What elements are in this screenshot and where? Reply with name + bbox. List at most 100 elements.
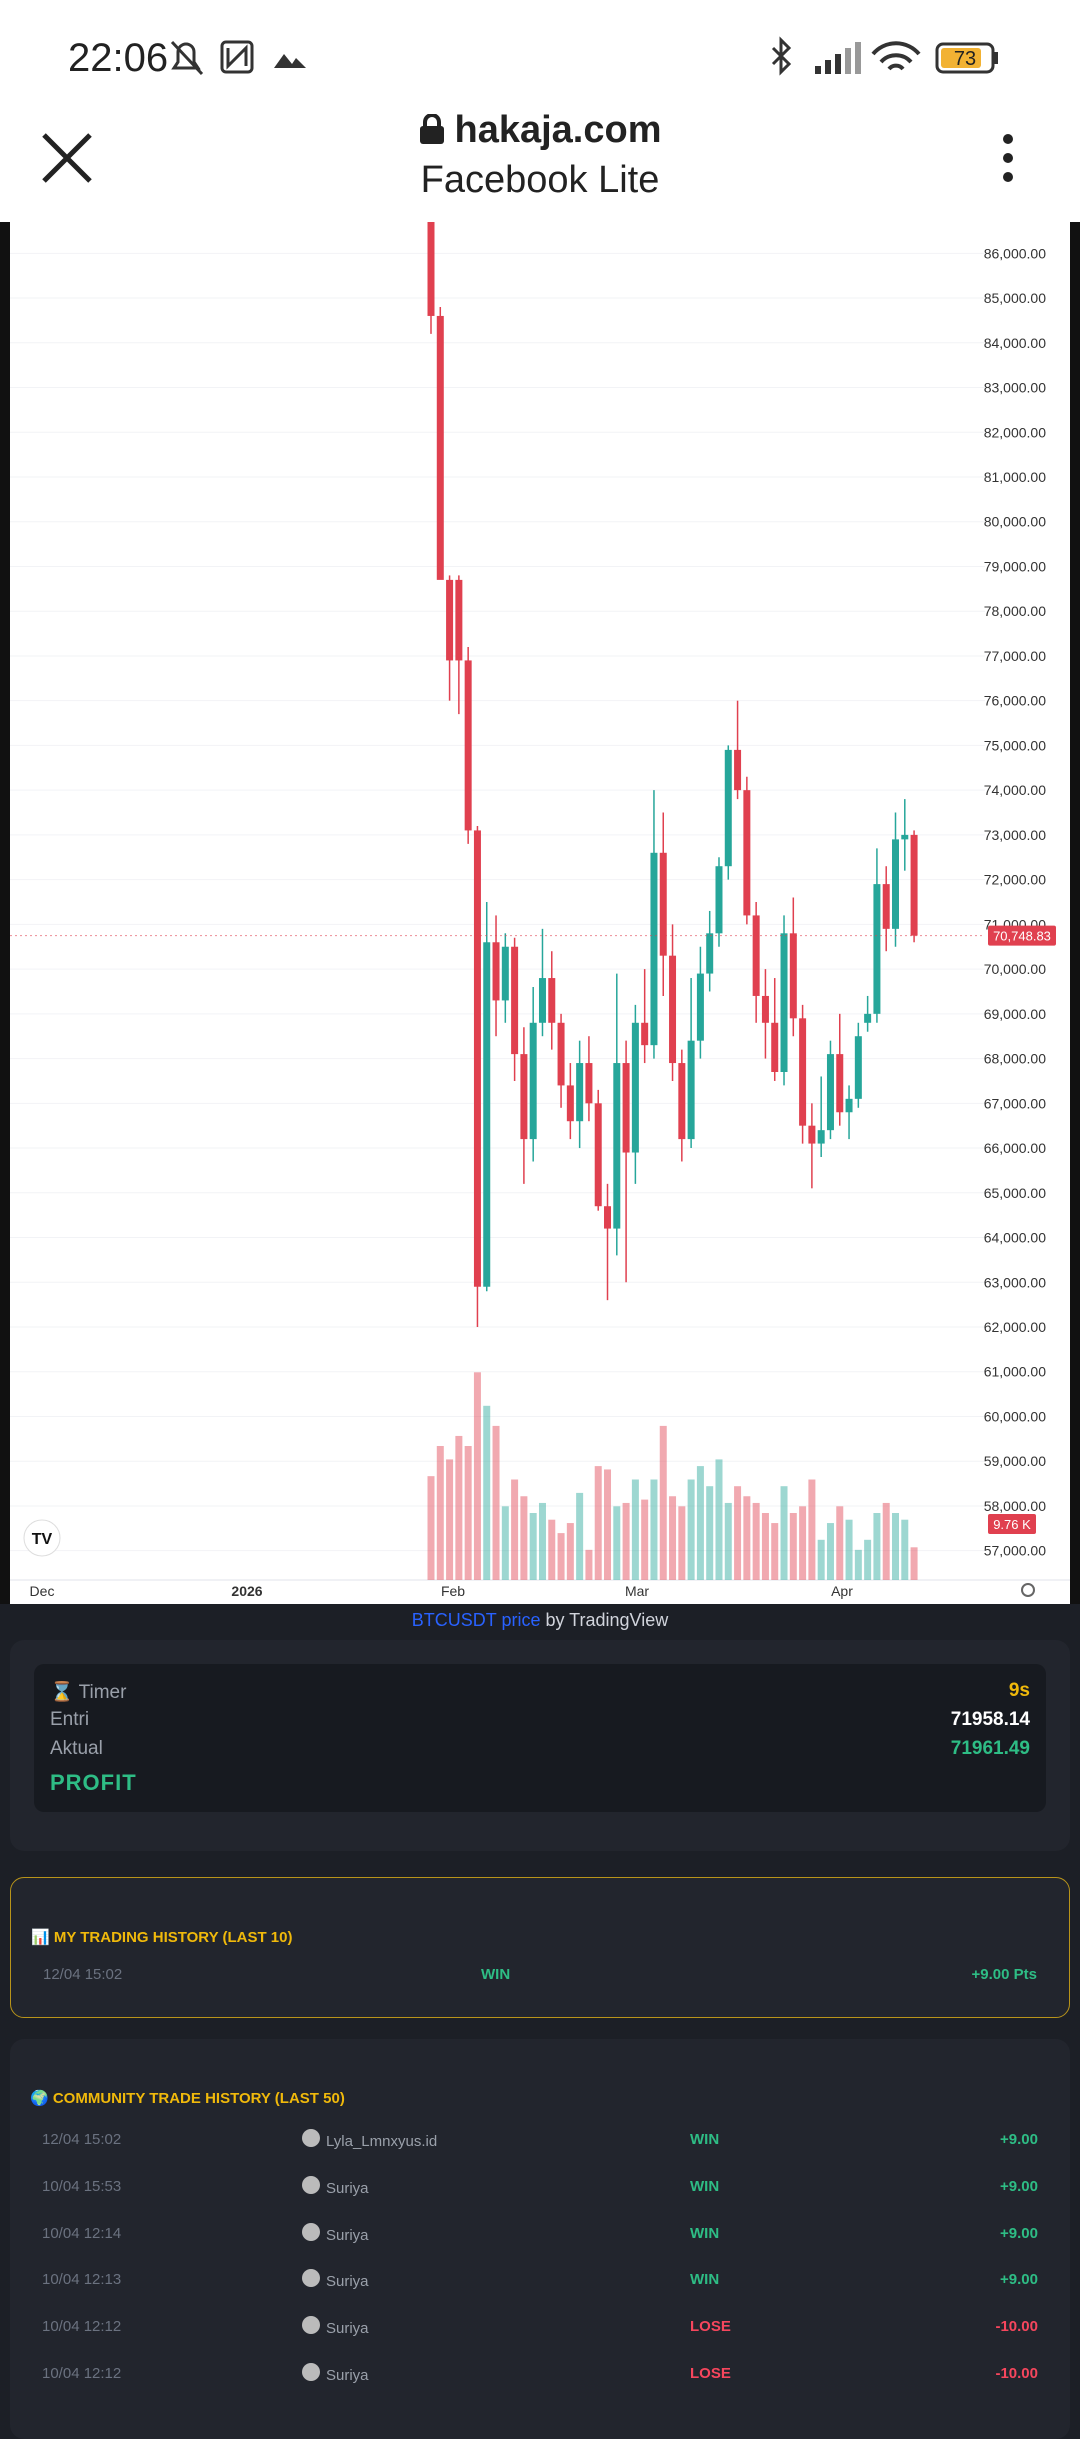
chart-area: 86,000.00 85,000.00 84,000.00 83,000.00 82,0… bbox=[0, 222, 1080, 1604]
status-icons bbox=[170, 40, 306, 76]
volume-bar bbox=[473, 1372, 481, 1580]
volume-bar bbox=[529, 1513, 537, 1580]
volume-bar bbox=[520, 1496, 528, 1580]
row-result: WIN bbox=[690, 2131, 720, 2148]
volume-bar bbox=[808, 1479, 816, 1580]
row-result: WIN bbox=[690, 2177, 720, 2195]
menu-button[interactable] bbox=[996, 133, 1020, 187]
clock: 22:06 bbox=[68, 36, 169, 80]
volume-bar bbox=[873, 1513, 881, 1580]
candle-body bbox=[696, 973, 704, 1041]
candle-body bbox=[604, 1206, 612, 1229]
candle-body bbox=[817, 1130, 825, 1144]
candle-body bbox=[566, 1085, 574, 1122]
volume-bar bbox=[511, 1479, 519, 1580]
candle-body bbox=[585, 1063, 593, 1104]
frame-left bbox=[0, 222, 10, 1604]
volume-bar bbox=[910, 1547, 918, 1580]
candle-body bbox=[752, 915, 760, 996]
volume-bar bbox=[734, 1486, 742, 1580]
volume-bar bbox=[604, 1469, 612, 1580]
volume-bar bbox=[789, 1513, 797, 1580]
candle-body bbox=[734, 749, 742, 791]
volume-bar bbox=[566, 1523, 574, 1580]
candle-body bbox=[650, 852, 658, 1046]
row-points: +9.00 bbox=[1000, 2177, 1038, 2195]
candle-body bbox=[548, 978, 556, 1023]
candle-body bbox=[594, 1103, 602, 1207]
volume-bar bbox=[455, 1435, 463, 1580]
volume-bar bbox=[538, 1502, 546, 1580]
close-button[interactable] bbox=[40, 131, 94, 185]
candle-body bbox=[715, 866, 723, 934]
y-tick-label: 73,000.00 bbox=[984, 827, 1046, 843]
candle-body bbox=[436, 315, 444, 580]
timer-label: ⌛ Timer bbox=[50, 1682, 127, 1703]
candle-body bbox=[641, 1022, 649, 1046]
tv-logo-text: TV bbox=[32, 1531, 53, 1548]
volume-bar bbox=[436, 1446, 444, 1580]
volume-bar bbox=[724, 1502, 732, 1580]
candle-body bbox=[771, 1022, 779, 1072]
actual-label: Aktual bbox=[50, 1738, 103, 1759]
settings-icon[interactable] bbox=[1021, 1583, 1035, 1597]
candle-body bbox=[678, 1063, 686, 1140]
volume-bar bbox=[678, 1506, 686, 1580]
volume-bar bbox=[696, 1466, 704, 1580]
x-tick-label: Apr bbox=[831, 1583, 853, 1599]
browser-header: hakaja.com Facebook Lite bbox=[0, 107, 1080, 223]
tv-logo bbox=[23, 1519, 61, 1557]
source-link[interactable]: BTCUSDT price bbox=[411, 1610, 541, 1630]
volume-bar bbox=[585, 1549, 593, 1580]
volume-bar bbox=[687, 1479, 695, 1580]
timer-card: ⌛ Timer 9s Entri 71958.14 Aktual 71961.4… bbox=[34, 1664, 1046, 1812]
volume-bar bbox=[501, 1506, 509, 1580]
volume-bar bbox=[780, 1486, 788, 1580]
candle-body bbox=[864, 1013, 872, 1023]
row-user: Lyla_Lmnxyus.id bbox=[326, 2133, 438, 2150]
candle-body bbox=[836, 1054, 844, 1113]
x-tick-label: Mar bbox=[625, 1583, 649, 1599]
candle-body bbox=[557, 1022, 565, 1086]
volume-bar bbox=[771, 1523, 779, 1580]
y-tick-label: 69,000.00 bbox=[984, 1006, 1046, 1022]
battery-level: 73 bbox=[954, 48, 976, 70]
row-time: 10/04 12:13 bbox=[42, 2271, 122, 2289]
row-time: 10/04 15:53 bbox=[42, 2177, 122, 2195]
y-tick-label: 64,000.00 bbox=[984, 1230, 1046, 1246]
avatar bbox=[302, 2222, 320, 2241]
volume-bar bbox=[706, 1486, 714, 1580]
candle-body bbox=[520, 1054, 528, 1140]
volume-bar bbox=[427, 1476, 435, 1580]
volume-bar bbox=[761, 1513, 769, 1580]
candle-body bbox=[659, 852, 667, 956]
y-tick-label: 62,000.00 bbox=[984, 1319, 1046, 1335]
y-tick-label: 77,000.00 bbox=[984, 648, 1046, 664]
source-line: BTCUSDT price by TradingView bbox=[0, 1610, 1080, 1631]
candlestick-chart: 86,000.00 85,000.00 84,000.00 83,000.00 82,0… bbox=[0, 222, 1080, 1604]
volume-bar bbox=[854, 1549, 862, 1580]
y-tick-label: 82,000.00 bbox=[984, 424, 1046, 440]
row-result: LOSE bbox=[690, 2318, 731, 2336]
entry-value: 71958.14 bbox=[950, 1709, 1030, 1730]
x-tick-label: Dec bbox=[30, 1583, 55, 1599]
candle-body bbox=[501, 946, 509, 1001]
y-tick-label: 60,000.00 bbox=[984, 1408, 1046, 1424]
candle-body bbox=[669, 955, 677, 1064]
volume-bar bbox=[576, 1492, 584, 1580]
lock-icon bbox=[419, 113, 444, 144]
row-user: Suriya bbox=[326, 2320, 369, 2338]
x-tick-label: 2026 bbox=[231, 1583, 262, 1599]
candle-body bbox=[724, 749, 732, 867]
y-tick-label: 57,000.00 bbox=[984, 1543, 1046, 1559]
row-points: +9.00 bbox=[1000, 2131, 1038, 2148]
y-tick-label: 66,000.00 bbox=[984, 1140, 1046, 1156]
candle-body bbox=[780, 933, 788, 1072]
row-points: +9.00 bbox=[1000, 2224, 1038, 2242]
y-tick-label: 70,000.00 bbox=[984, 961, 1046, 977]
timer-value: 9s bbox=[1008, 1680, 1030, 1701]
candle-body bbox=[622, 1063, 630, 1153]
candle-body bbox=[446, 579, 454, 661]
y-tick-label: 72,000.00 bbox=[984, 872, 1046, 888]
